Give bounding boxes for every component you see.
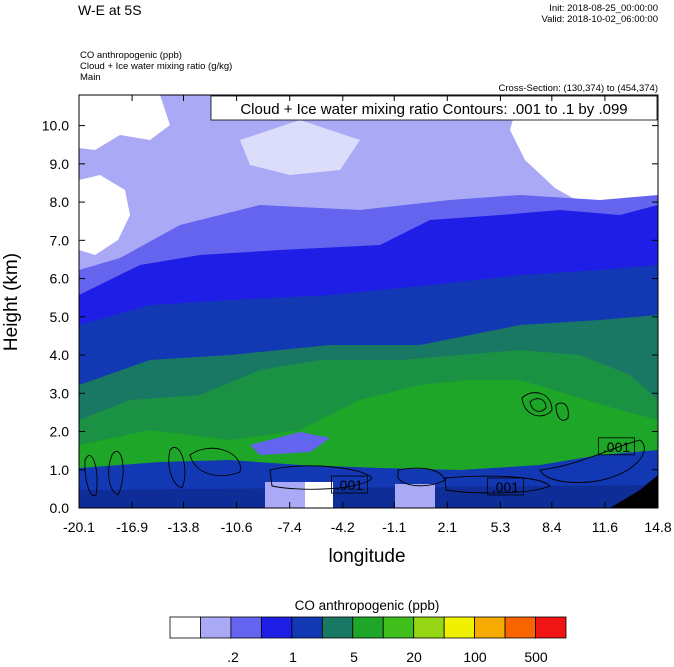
contour-label-box — [598, 437, 635, 456]
colorbar-label: 5 — [350, 649, 358, 665]
contour-line — [529, 398, 547, 412]
field-white-topleft — [79, 95, 170, 150]
contour-label: .001 — [336, 477, 363, 493]
x-tick-label: -16.9 — [116, 519, 148, 535]
colorbar-cell — [260, 616, 293, 639]
x-tick-label: 2.1 — [438, 519, 458, 535]
colorbar-cell — [291, 616, 323, 639]
x-tick-label: -7.4 — [278, 519, 302, 535]
contour-line — [555, 402, 569, 421]
init-time: Init: 2018-08-25_00:00:00 — [549, 3, 658, 14]
legend-title: CO anthropogenic (ppb) — [295, 598, 440, 613]
colorbar-cell — [443, 616, 476, 639]
y-tick-label: 4.0 — [50, 347, 70, 363]
x-tick-label: 14.8 — [644, 519, 671, 535]
colorbar-cell — [230, 616, 262, 639]
plot-frame — [78, 94, 659, 509]
contour-line — [168, 447, 186, 489]
colorbar-cell — [504, 616, 536, 639]
contour-line — [521, 392, 553, 417]
y-tick-label: 10.0 — [42, 118, 69, 134]
x-tick-label: -1.1 — [382, 519, 406, 535]
contour-line — [108, 451, 124, 496]
colorbar-cell — [413, 616, 445, 639]
y-tick-label: 5.0 — [50, 309, 70, 325]
x-axis: -20.1 -16.9 -13.8 -10.6 -7.4 -4.2 -1.1 2.1 5.3 8.… — [63, 95, 672, 535]
y-tick-label: 3.0 — [50, 385, 70, 401]
y-axis-label: Height (km) — [1, 253, 22, 351]
field-surface-patch — [265, 482, 305, 508]
x-tick-label: -13.8 — [168, 519, 200, 535]
y-tick-label: 1.0 — [50, 462, 70, 478]
colorbar-cell — [200, 616, 232, 639]
contour-line — [269, 465, 373, 490]
colorbar-label: 100 — [463, 649, 487, 665]
colorbar-label: 20 — [406, 649, 422, 665]
x-tick-label: -20.1 — [63, 519, 95, 535]
field-line-cloud: Cloud + Ice water mixing ratio (g/kg) — [80, 61, 233, 72]
colorbar-cell — [169, 616, 201, 639]
cross-section-label: Cross-Section: (130,374) to (454,374) — [498, 83, 658, 94]
co-field — [79, 95, 658, 508]
contour-line — [189, 447, 241, 477]
y-tick-label: 0.0 — [50, 500, 70, 516]
contour-label-box — [331, 475, 368, 494]
field-white-right — [510, 95, 658, 225]
colorbar-label: .2 — [227, 649, 239, 665]
colorbar-cell — [474, 616, 506, 639]
x-tick-label: -4.2 — [331, 519, 355, 535]
contour-label: .001 — [603, 439, 630, 455]
x-axis-label: longitude — [328, 546, 405, 567]
contour-label: .001 — [492, 479, 519, 495]
field-line-main: Main — [80, 72, 101, 83]
x-tick-label: 8.4 — [542, 519, 562, 535]
field-white-left — [79, 175, 130, 255]
field-white-center — [240, 120, 360, 175]
colorbar-label: 500 — [524, 649, 548, 665]
field-fill-ground — [79, 485, 658, 508]
contour-line — [444, 475, 551, 494]
valid-time: Valid: 2018-10-02_06:00:00 — [541, 14, 658, 25]
x-tick-label: 11.6 — [592, 519, 618, 535]
colorbar: .2 1 5 20 100 500 — [169, 616, 567, 665]
terrain — [610, 475, 658, 508]
contour-label-box — [486, 477, 524, 496]
x-tick-label: 5.3 — [491, 519, 511, 535]
colorbar-cell — [535, 616, 567, 639]
field-line-co: CO anthropogenic (ppb) — [80, 50, 182, 61]
x-tick-label: -10.6 — [221, 519, 253, 535]
colorbar-cell — [321, 616, 354, 639]
contour-line — [84, 455, 98, 497]
contour-labels: .001 .001 .001 — [331, 437, 635, 496]
y-tick-label: 9.0 — [50, 156, 70, 172]
y-tick-label: 8.0 — [50, 194, 70, 210]
contour-line — [539, 439, 645, 483]
colorbar-cell — [352, 616, 384, 639]
y-axis: 0.0 1.0 2.0 3.0 4.0 5.0 6.0 7.0 8.0 9.0 10.0 — [42, 118, 658, 516]
field-surface-patch-2 — [395, 484, 435, 508]
colorbar-cell — [382, 616, 415, 639]
y-tick-label: 2.0 — [50, 424, 70, 440]
field-surface-white — [305, 482, 333, 508]
contour-info-box — [210, 95, 658, 121]
colorbar-label: 1 — [289, 649, 297, 665]
y-tick-label: 7.0 — [50, 232, 70, 248]
y-tick-label: 6.0 — [50, 271, 70, 287]
contour-info-text: Cloud + Ice water mixing ratio Contours:… — [240, 101, 627, 118]
plot-title: W-E at 5S — [78, 2, 142, 18]
field-patch-blue — [250, 432, 330, 455]
cloud-contours — [84, 392, 645, 497]
